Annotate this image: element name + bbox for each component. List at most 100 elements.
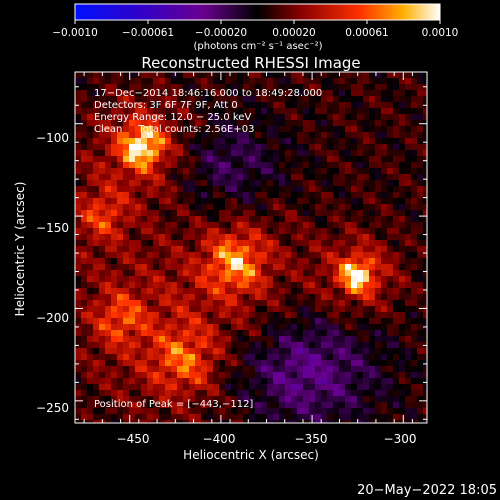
heatmap-cell [93, 312, 100, 319]
heatmap-cell [321, 378, 328, 385]
heatmap-cell [159, 108, 166, 115]
heatmap-cell [285, 294, 292, 301]
heatmap-cell [225, 228, 232, 235]
heatmap-cell [237, 246, 244, 253]
heatmap-cell [357, 102, 364, 109]
heatmap-cell [405, 210, 412, 217]
heatmap-cell [285, 240, 292, 247]
heatmap-cell [369, 420, 376, 423]
heatmap-cell [333, 150, 340, 157]
heatmap-cell [345, 90, 352, 97]
heatmap-cell [225, 162, 232, 169]
heatmap-cell [123, 402, 130, 409]
heatmap-cell [369, 198, 376, 205]
heatmap-cell [417, 408, 424, 415]
heatmap-cell [363, 252, 370, 259]
heatmap-cell [165, 300, 172, 307]
heatmap-cell [219, 300, 226, 307]
heatmap-cell [177, 276, 184, 283]
heatmap-cell [405, 156, 412, 163]
heatmap-cell [243, 396, 250, 403]
heatmap-cell [417, 174, 424, 181]
heatmap-cell [345, 390, 352, 397]
heatmap-cell [123, 114, 130, 121]
heatmap-cell [81, 198, 88, 205]
heatmap-cell [105, 360, 112, 367]
heatmap-cell [423, 330, 427, 337]
heatmap-cell [213, 192, 220, 199]
heatmap-cell [81, 96, 88, 103]
heatmap-cell [243, 204, 250, 211]
heatmap-cell [249, 114, 256, 121]
heatmap-cell [375, 342, 382, 349]
heatmap-cell [141, 252, 148, 259]
heatmap-cell [243, 72, 250, 79]
heatmap-cell [165, 294, 172, 301]
heatmap-cell [129, 186, 136, 193]
heatmap-cell [267, 192, 274, 199]
heatmap-cell [135, 144, 142, 151]
heatmap-cell [81, 216, 88, 223]
heatmap-cell [273, 318, 280, 325]
heatmap-cell [369, 108, 376, 115]
heatmap-cell [249, 336, 256, 343]
heatmap-cell [159, 360, 166, 367]
heatmap-cell [99, 204, 106, 211]
heatmap-cell [357, 252, 364, 259]
heatmap-cell [255, 396, 262, 403]
heatmap-cell [261, 360, 268, 367]
heatmap-cell [357, 126, 364, 133]
heatmap-cell [399, 366, 406, 373]
heatmap-cell [237, 222, 244, 229]
heatmap-cell [213, 276, 220, 283]
heatmap-cell [381, 306, 388, 313]
heatmap-cell [87, 222, 94, 229]
heatmap-cell [105, 216, 112, 223]
heatmap-cell [189, 390, 196, 397]
heatmap-cell [135, 354, 142, 361]
heatmap-cell [183, 336, 190, 343]
heatmap-cell [369, 294, 376, 301]
heatmap-cell [111, 138, 118, 145]
heatmap-cell [111, 420, 118, 423]
heatmap-cell [417, 300, 424, 307]
heatmap-cell [207, 240, 214, 247]
heatmap-cell [225, 126, 232, 133]
heatmap-cell [87, 264, 94, 271]
heatmap-cell [177, 270, 184, 277]
heatmap-cell [99, 414, 106, 421]
heatmap-cell [75, 336, 82, 343]
heatmap-cell [135, 84, 142, 91]
heatmap-cell [411, 192, 418, 199]
heatmap-cell [81, 234, 88, 241]
heatmap-cell [321, 408, 328, 415]
heatmap-cell [333, 342, 340, 349]
heatmap-cell [321, 258, 328, 265]
heatmap-cell [123, 210, 130, 217]
heatmap-cell [141, 312, 148, 319]
heatmap-cell [195, 276, 202, 283]
heatmap-cell [255, 138, 262, 145]
heatmap-cell [279, 174, 286, 181]
heatmap-cell [291, 204, 298, 211]
heatmap-cell [273, 372, 280, 379]
heatmap-cell [333, 120, 340, 127]
heatmap-cell [219, 306, 226, 313]
heatmap-cell [243, 384, 250, 391]
heatmap-cell [279, 186, 286, 193]
heatmap-cell [237, 366, 244, 373]
heatmap-cell [375, 324, 382, 331]
heatmap-cell [309, 258, 316, 265]
heatmap-cell [129, 378, 136, 385]
heatmap-cell [345, 234, 352, 241]
heatmap-cell [405, 234, 412, 241]
heatmap-cell [405, 282, 412, 289]
heatmap-cell [357, 186, 364, 193]
heatmap-cell [417, 132, 424, 139]
heatmap-cell [135, 408, 142, 415]
heatmap-cell [165, 186, 172, 193]
heatmap-cell [261, 252, 268, 259]
heatmap-cell [285, 144, 292, 151]
heatmap-cell [123, 192, 130, 199]
heatmap-cell [141, 78, 148, 85]
